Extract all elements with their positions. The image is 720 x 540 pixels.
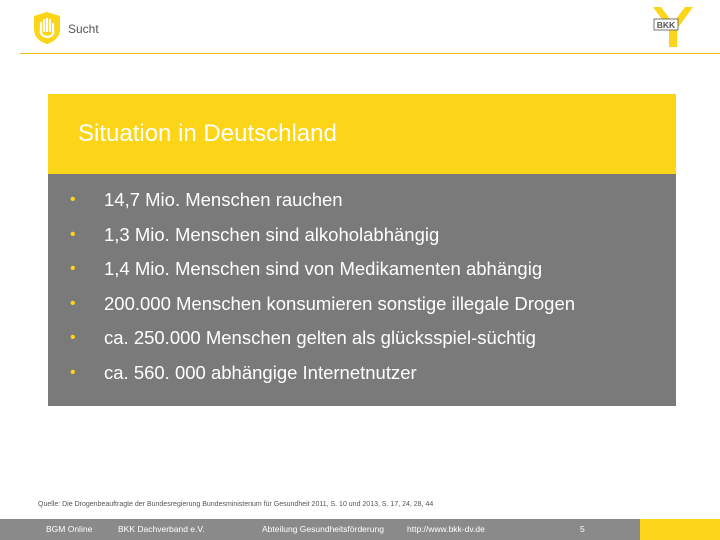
bullet-icon: • [70,363,76,381]
bullet-icon: • [70,329,76,346]
bullet-text: ca. 560. 000 abhängige Internetnutzer [104,361,417,383]
footer-item-bgm: BGM Online [46,524,93,534]
slide-header: Sucht BKK [0,0,720,54]
source-note: Quelle: Die Drogenbeauftragte der Bundes… [38,501,434,508]
bullet-icon: • [70,191,76,208]
title-band: Situation in Deutschland [48,94,676,174]
footer-link-website[interactable]: http://www.bkk-dv.de [407,524,485,534]
page-number: 5 [580,524,585,534]
logo-text: BKK [657,20,676,30]
bullet-icon: • [70,225,76,243]
header-title: Sucht [68,22,99,36]
bullet-icon: • [70,260,76,277]
footer-accent [640,519,720,540]
footer: BGM Online BKK Dachverband e.V. Abteilun… [0,519,720,540]
slide-title: Situation in Deutschland [78,120,337,147]
bkk-logo: BKK [653,7,693,47]
bullet-text: 14,7 Mio. Menschen rauchen [104,189,343,210]
bullet-text: 1,3 Mio. Menschen sind alkoholabhängig [104,223,440,245]
bullet-text: 200.000 Menschen konsumieren sonstige il… [104,292,576,314]
bullet-text: ca. 250.000 Menschen gelten als glückssp… [104,327,536,348]
hand-stop-icon [34,12,60,44]
footer-item-abteilung: Abteilung Gesundheitsförderung [262,524,384,534]
header-rule [20,53,720,54]
bullet-icon: • [70,294,76,312]
footer-item-dachverband: BKK Dachverband e.V. [118,524,205,534]
content-box: • 14,7 Mio. Menschen rauchen • 1,3 Mio. … [48,174,676,406]
bullet-text: 1,4 Mio. Menschen sind von Medikamenten … [104,258,543,279]
